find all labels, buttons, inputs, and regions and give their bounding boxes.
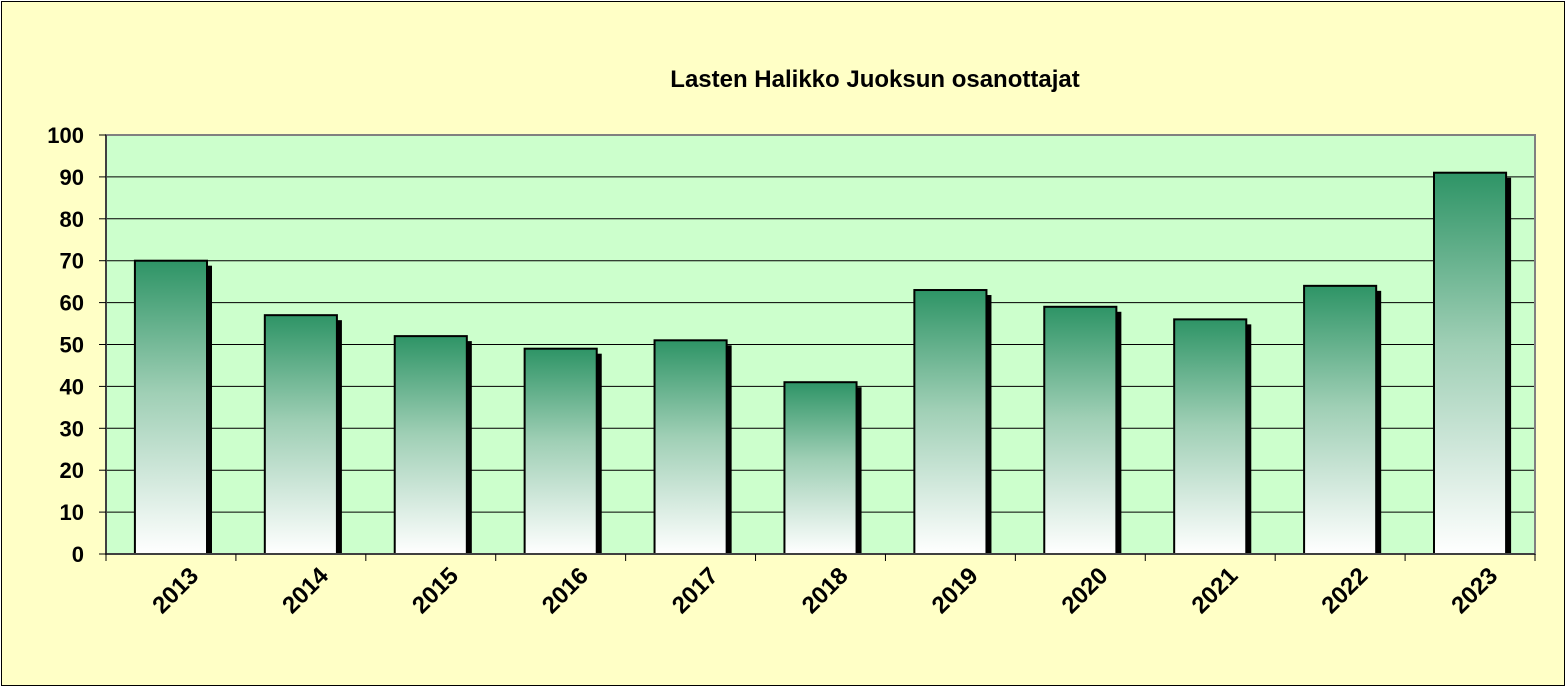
bar: [1303, 284, 1378, 555]
bar: [263, 314, 338, 556]
bar-2022: [1303, 284, 1382, 555]
bar-2013: [133, 259, 213, 555]
chart-title: Lasten Halikko Juoksun osanottajat: [670, 66, 1079, 93]
bar: [1043, 305, 1118, 556]
y-tick-label: 50: [60, 333, 84, 358]
bar-2017: [653, 339, 732, 555]
y-tick-label: 0: [72, 542, 84, 567]
bar: [653, 339, 728, 555]
bar-2023: [1432, 171, 1512, 556]
bar-2018: [783, 381, 862, 555]
bar-2014: [263, 314, 342, 556]
y-tick-label: 70: [60, 249, 84, 274]
bar: [133, 259, 209, 555]
bar-2015: [393, 335, 472, 555]
y-axis: 0 10 20 30 40 50 60 70 80 90 100: [47, 123, 107, 567]
bar: [913, 289, 988, 555]
y-tick-label: 40: [60, 374, 84, 399]
bar: [1432, 171, 1508, 556]
y-tick-label: 90: [60, 165, 84, 190]
y-tick-label: 30: [60, 416, 84, 441]
bar: [1173, 318, 1248, 555]
bars: [133, 171, 1512, 556]
bar-2021: [1173, 318, 1252, 555]
bar: [523, 347, 598, 555]
y-tick-label: 20: [60, 458, 84, 483]
y-tick-label: 100: [47, 123, 84, 148]
bar-2016: [523, 347, 602, 555]
y-tick-label: 80: [60, 207, 84, 232]
bar-2019: [913, 289, 992, 555]
y-tick-label: 10: [60, 500, 84, 525]
bar-2020: [1043, 305, 1122, 556]
bar: [783, 381, 858, 555]
bar: [393, 335, 468, 555]
y-tick-label: 60: [60, 291, 84, 316]
